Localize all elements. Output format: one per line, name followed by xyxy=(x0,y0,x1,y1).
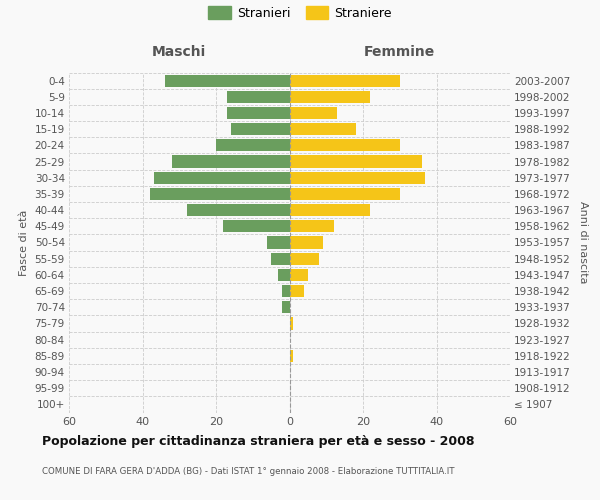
Bar xyxy=(290,172,425,184)
Text: Popolazione per cittadinanza straniera per età e sesso - 2008: Popolazione per cittadinanza straniera p… xyxy=(42,435,475,448)
Text: COMUNE DI FARA GERA D'ADDA (BG) - Dati ISTAT 1° gennaio 2008 - Elaborazione TUTT: COMUNE DI FARA GERA D'ADDA (BG) - Dati I… xyxy=(42,468,455,476)
Bar xyxy=(282,301,290,314)
Bar xyxy=(290,318,293,330)
Bar xyxy=(290,204,370,216)
Bar xyxy=(290,252,319,265)
Text: Maschi: Maschi xyxy=(152,45,206,59)
Y-axis label: Anni di nascita: Anni di nascita xyxy=(578,201,588,283)
Text: Femmine: Femmine xyxy=(364,45,436,59)
Bar xyxy=(290,220,334,232)
Bar xyxy=(172,156,290,168)
Bar xyxy=(216,140,290,151)
Bar xyxy=(290,156,422,168)
Bar xyxy=(290,90,370,103)
Bar xyxy=(290,236,323,248)
Bar xyxy=(187,204,290,216)
Bar xyxy=(290,107,337,119)
Bar xyxy=(271,252,290,265)
Legend: Stranieri, Straniere: Stranieri, Straniere xyxy=(208,6,392,20)
Bar xyxy=(230,123,290,135)
Bar xyxy=(150,188,290,200)
Bar xyxy=(290,269,308,281)
Bar xyxy=(278,269,290,281)
Bar xyxy=(290,123,356,135)
Bar xyxy=(282,285,290,297)
Bar xyxy=(268,236,290,248)
Bar xyxy=(154,172,290,184)
Y-axis label: Fasce di età: Fasce di età xyxy=(19,210,29,276)
Bar xyxy=(227,107,290,119)
Bar xyxy=(227,90,290,103)
Bar xyxy=(290,285,304,297)
Bar xyxy=(164,74,290,86)
Bar xyxy=(290,140,400,151)
Bar xyxy=(290,74,400,86)
Bar xyxy=(290,350,293,362)
Bar xyxy=(223,220,290,232)
Bar xyxy=(290,188,400,200)
